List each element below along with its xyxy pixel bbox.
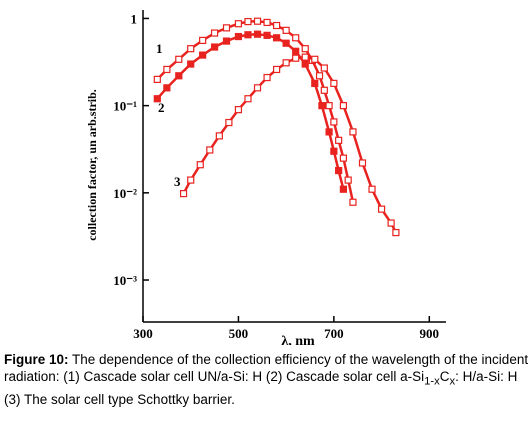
data-point	[325, 128, 333, 136]
y-axis-label: collection factor, un arb.strib.	[85, 89, 99, 241]
data-point	[282, 26, 290, 34]
data-point	[320, 64, 328, 72]
data-point	[210, 29, 219, 37]
data-point	[335, 166, 343, 175]
x-tick-label: 300	[133, 326, 153, 341]
data-point	[179, 189, 188, 198]
data-point	[244, 31, 252, 39]
data-point	[315, 72, 324, 80]
data-point	[330, 79, 338, 87]
data-point	[153, 75, 161, 83]
data-point	[273, 21, 281, 30]
data-point	[222, 24, 231, 32]
data-point	[199, 51, 207, 59]
data-point	[339, 102, 348, 110]
y-tick-label: 1	[131, 11, 138, 26]
data-point	[377, 205, 386, 213]
data-point	[263, 73, 271, 82]
data-point	[282, 59, 290, 67]
caption-text: C	[439, 369, 450, 384]
data-point	[234, 106, 243, 114]
data-point	[175, 55, 183, 63]
data-point	[234, 20, 243, 28]
data-point	[273, 65, 281, 74]
data-point	[253, 17, 262, 25]
data-point	[163, 84, 171, 92]
data-point	[210, 43, 219, 51]
data-point	[301, 53, 309, 61]
data-point	[349, 128, 357, 136]
data-point	[292, 34, 300, 42]
curve-label: 3	[174, 174, 181, 189]
x-tick-label: 900	[420, 326, 440, 341]
data-point	[330, 118, 338, 126]
data-point	[358, 159, 367, 167]
data-point	[273, 34, 281, 42]
data-point	[253, 84, 262, 92]
x-axis-label: λ, nm	[281, 334, 315, 345]
data-point	[253, 30, 262, 38]
data-point	[349, 198, 357, 206]
data-point	[325, 102, 333, 110]
data-point	[301, 45, 309, 53]
data-point	[163, 65, 171, 74]
data-point	[187, 176, 195, 184]
data-point	[244, 95, 252, 103]
data-point	[330, 147, 338, 155]
data-point	[222, 37, 231, 45]
data-point	[187, 60, 195, 68]
data-point	[292, 47, 300, 55]
caption-text: : H/a-Si: H (3) The solar cell type Scho…	[4, 369, 518, 407]
data-point	[187, 45, 195, 53]
data-point	[311, 79, 319, 87]
data-point	[282, 39, 290, 47]
data-point	[392, 228, 400, 237]
data-point	[175, 72, 183, 80]
caption-sub: 1-x	[424, 375, 440, 388]
data-point	[263, 31, 271, 39]
data-point	[387, 219, 395, 227]
data-point	[344, 176, 352, 184]
data-point	[320, 86, 328, 94]
data-point	[196, 161, 204, 169]
data-point	[234, 32, 243, 41]
data-point	[301, 60, 309, 68]
data-point	[339, 154, 348, 162]
data-point	[153, 95, 161, 103]
data-point	[311, 55, 319, 63]
data-point	[339, 185, 348, 193]
data-point	[263, 18, 271, 27]
x-tick-label: 500	[229, 326, 249, 341]
caption-text: The dependence of the collection efficie…	[4, 352, 529, 384]
y-tick-label: 10⁻³	[113, 273, 137, 288]
x-tick-label: 700	[324, 326, 344, 341]
data-point	[199, 36, 207, 45]
series-line	[182, 55, 398, 234]
y-tick-label: 10⁻¹	[113, 99, 137, 114]
data-point	[335, 136, 343, 144]
data-point	[292, 54, 300, 62]
data-point	[244, 18, 252, 26]
data-point	[215, 132, 223, 140]
data-point	[368, 185, 376, 193]
curve-label: 2	[158, 100, 165, 115]
caption-sub: x	[449, 375, 456, 388]
data-point	[225, 118, 233, 127]
data-point	[206, 146, 214, 154]
curve-label: 1	[156, 41, 163, 56]
data-point	[318, 102, 326, 110]
caption: Figure 10: The dependence of the collect…	[4, 351, 530, 408]
y-tick-label: 10⁻²	[113, 186, 137, 201]
chart: λ, nm collection factor, un arb.strib. 1…	[85, 10, 446, 345]
caption-label: Figure 10:	[4, 352, 69, 367]
